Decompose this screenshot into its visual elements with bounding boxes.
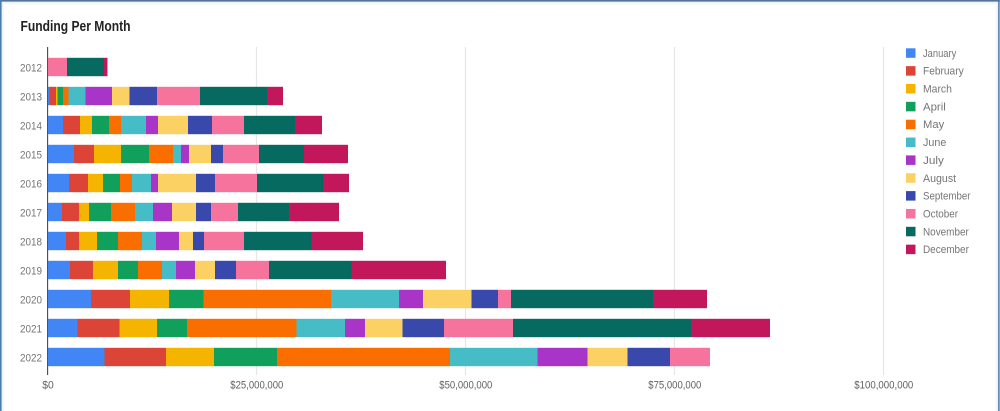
svg-text:August: August: [923, 173, 956, 185]
svg-text:Funding Per Month: Funding Per Month: [21, 19, 131, 35]
svg-text:February: February: [923, 66, 964, 78]
svg-text:April: April: [923, 101, 946, 113]
svg-text:$75,000,000: $75,000,000: [648, 380, 701, 392]
svg-text:November: November: [923, 226, 969, 238]
svg-text:October: October: [923, 208, 958, 220]
svg-text:2014: 2014: [20, 120, 42, 132]
svg-text:July: July: [923, 155, 945, 167]
svg-text:2022: 2022: [20, 352, 42, 364]
svg-text:September: September: [923, 191, 971, 203]
svg-text:$25,000,000: $25,000,000: [230, 380, 283, 392]
svg-text:$100,000,000: $100,000,000: [854, 380, 913, 392]
svg-text:June: June: [923, 137, 946, 149]
svg-text:2016: 2016: [20, 178, 42, 190]
svg-text:2017: 2017: [20, 207, 42, 219]
svg-text:$50,000,000: $50,000,000: [439, 380, 492, 392]
svg-text:2021: 2021: [20, 323, 42, 335]
svg-text:May: May: [923, 119, 945, 131]
svg-text:2019: 2019: [20, 265, 42, 277]
svg-text:$0: $0: [42, 380, 54, 392]
svg-text:December: December: [923, 244, 969, 256]
svg-text:2020: 2020: [20, 294, 42, 306]
svg-text:2013: 2013: [20, 91, 42, 103]
svg-text:2012: 2012: [20, 62, 42, 74]
svg-text:2018: 2018: [20, 236, 42, 248]
svg-text:March: March: [923, 84, 952, 96]
svg-text:2015: 2015: [20, 149, 42, 161]
svg-text:January: January: [923, 48, 957, 60]
